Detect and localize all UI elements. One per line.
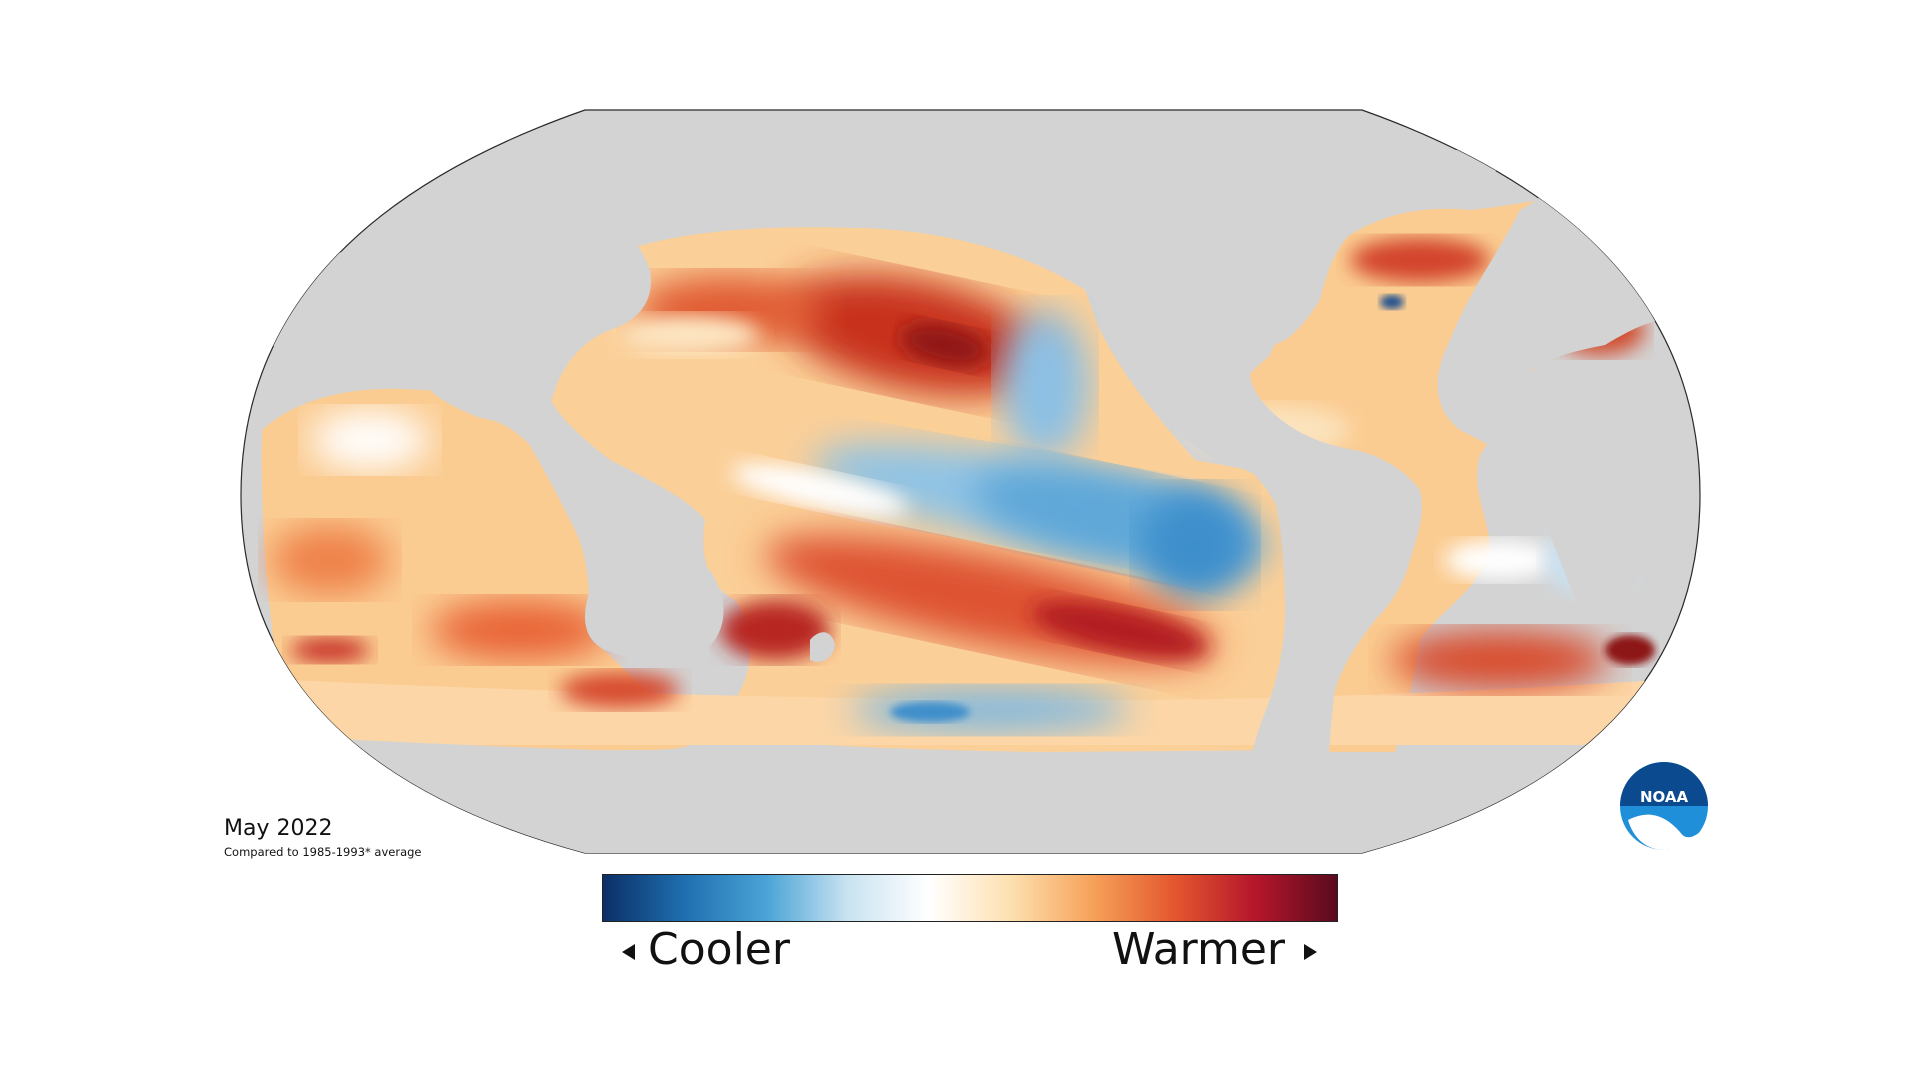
land-new-zealand (810, 632, 835, 662)
land-asia (250, 200, 651, 445)
triangle-left-icon (622, 944, 635, 960)
map-title: May 2022 (224, 816, 333, 841)
triangle-right-icon (1304, 944, 1317, 960)
land-australia (585, 547, 724, 662)
noaa-logo-icon: NOAA (1620, 762, 1708, 850)
svg-text:NOAA: NOAA (1640, 788, 1689, 806)
map-subtitle: Compared to 1985-1993* average (224, 845, 422, 859)
colorbar (602, 874, 1338, 922)
warmer-label: Warmer (1112, 924, 1285, 975)
cooler-label: Cooler (648, 924, 790, 975)
land-americas (1020, 150, 1422, 790)
land-antarctica (241, 735, 1700, 853)
anomaly-patterns (270, 238, 1655, 732)
indian-ocean (261, 388, 700, 752)
land-greenland (1360, 150, 1520, 205)
